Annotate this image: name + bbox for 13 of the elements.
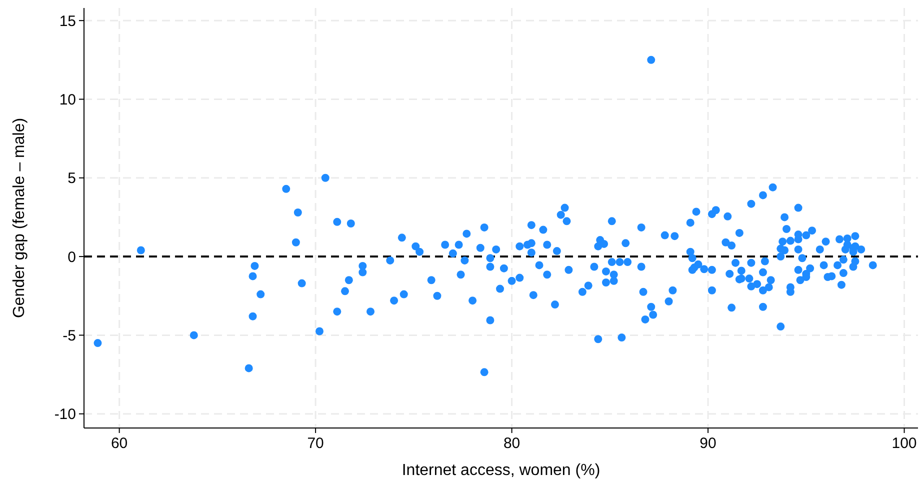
y-tick-label: -10 (54, 406, 76, 424)
y-tick-label: 15 (59, 12, 76, 30)
y-tick-label: 0 (68, 248, 76, 266)
x-tick-label: 90 (700, 435, 716, 452)
x-tick-label: 60 (110, 435, 128, 452)
x-tick-label: 70 (307, 435, 324, 452)
y-tick-label: 5 (68, 170, 76, 188)
y-tick-label: 10 (59, 91, 76, 108)
y-tick-label: -5 (62, 327, 76, 344)
x-tick-label: 100 (892, 435, 917, 452)
x-axis-title: Internet access, women (%) (402, 462, 600, 479)
y-axis-title: Gender gap (female – male) (11, 118, 28, 318)
x-tick-label: 80 (503, 435, 520, 452)
